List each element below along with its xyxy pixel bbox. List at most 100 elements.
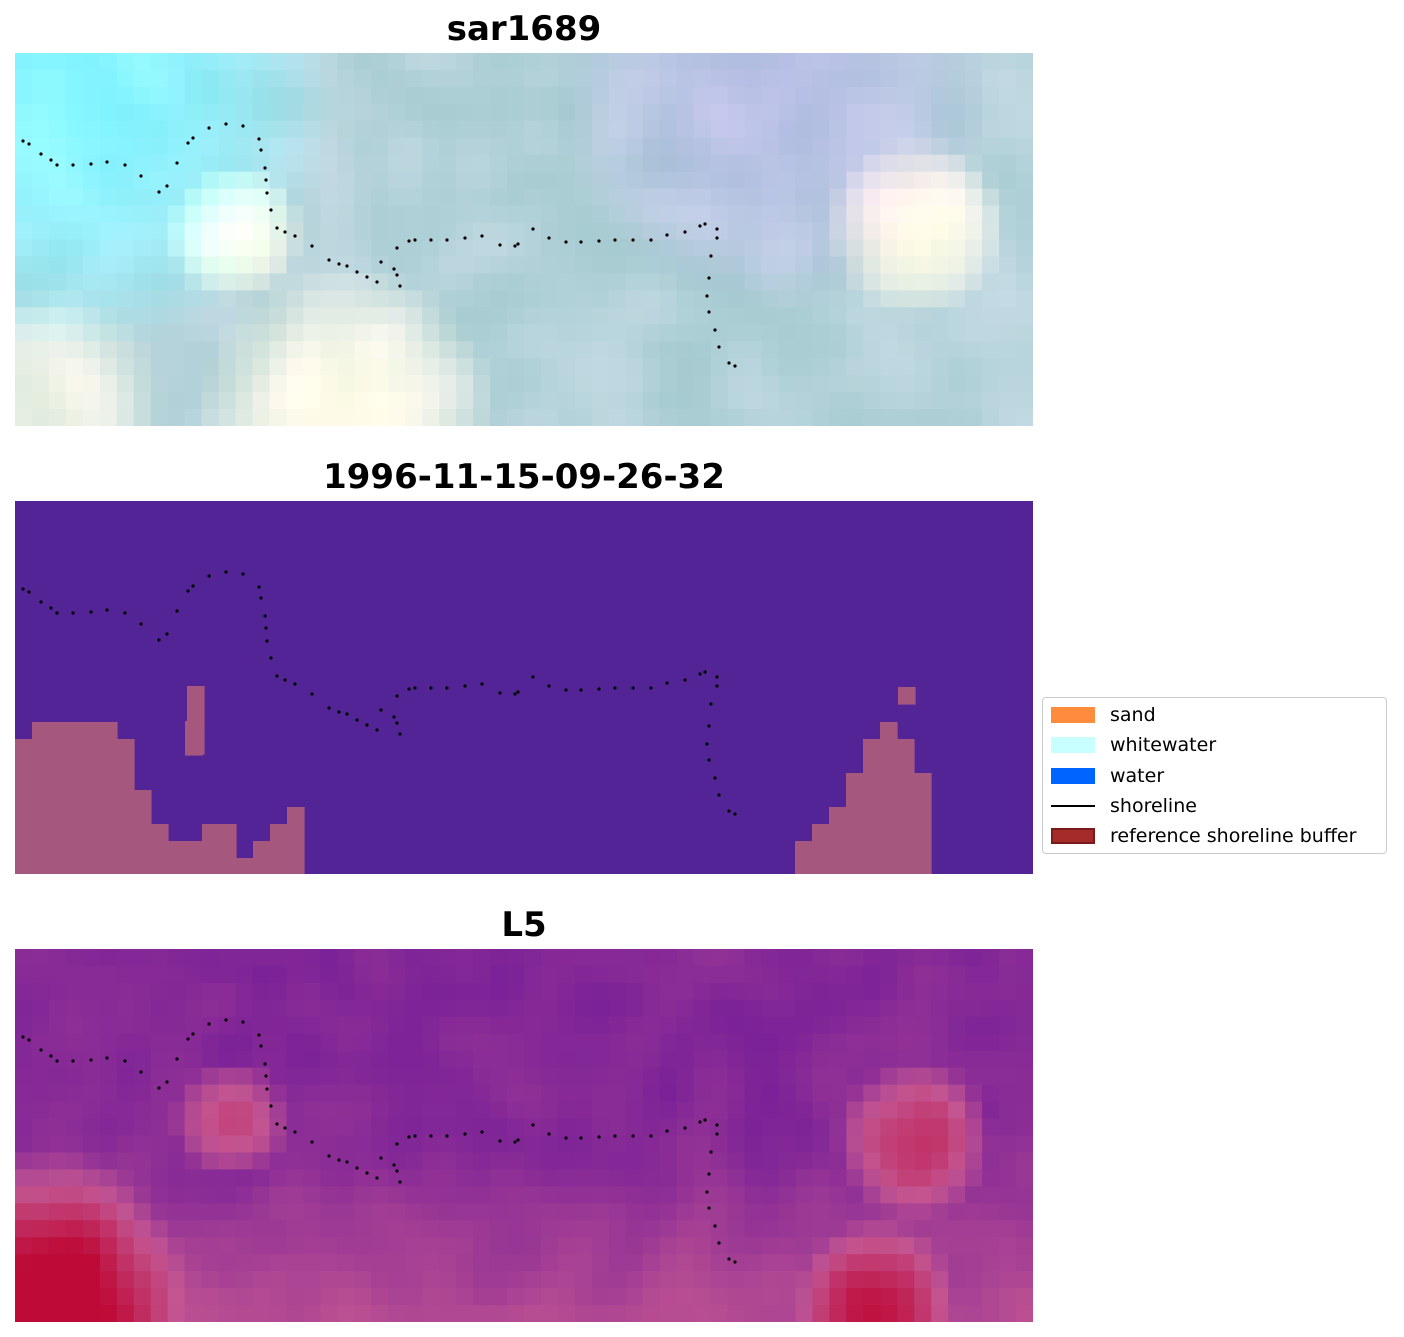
index-pixel <box>778 1220 797 1238</box>
rgb-pixel <box>625 307 644 325</box>
index-pixel <box>931 1101 949 1120</box>
index-pixel <box>812 999 830 1018</box>
rgb-pixel <box>303 290 321 308</box>
shoreline-point <box>21 587 25 591</box>
index-pixel <box>490 1118 508 1137</box>
rgb-pixel <box>574 409 593 426</box>
rgb-pixel <box>999 86 1017 105</box>
rgb-pixel <box>540 205 559 224</box>
rgb-pixel <box>133 392 152 410</box>
rgb-pixel <box>167 290 186 308</box>
rgb-pixel <box>965 273 983 291</box>
index-pixel <box>48 1016 67 1035</box>
index-pixel <box>167 1118 186 1137</box>
sand-region <box>287 807 305 874</box>
index-pixel <box>388 1186 406 1204</box>
index-pixel <box>269 1033 288 1052</box>
index-pixel <box>524 1152 542 1171</box>
shoreline-point <box>27 590 31 594</box>
index-pixel <box>914 982 932 1001</box>
shoreline-point <box>264 626 268 630</box>
index-pixel <box>388 1084 406 1103</box>
rgb-pixel <box>897 375 915 393</box>
index-pixel <box>456 1135 474 1154</box>
shoreline-point <box>259 148 263 152</box>
index-pixel <box>235 1135 254 1154</box>
index-pixel <box>914 1220 932 1238</box>
rgb-pixel <box>167 307 186 325</box>
rgb-pixel <box>167 256 186 275</box>
shoreline-point <box>257 1033 261 1037</box>
index-pixel <box>456 1288 474 1306</box>
rgb-pixel <box>269 154 288 173</box>
index-pixel <box>303 1254 321 1272</box>
index-pixel <box>812 1101 830 1120</box>
rgb-pixel <box>524 290 542 308</box>
rgb-pixel <box>659 239 678 258</box>
rgb-pixel <box>642 392 661 410</box>
index-pixel <box>150 1186 169 1204</box>
rgb-pixel <box>642 375 661 393</box>
index-pixel <box>880 1152 898 1171</box>
rgb-pixel <box>167 120 186 139</box>
rgb-pixel <box>693 256 712 275</box>
index-pixel <box>439 1016 457 1035</box>
index-pixel <box>303 1016 321 1035</box>
rgb-pixel <box>948 205 966 224</box>
rgb-pixel <box>48 324 67 342</box>
index-pixel <box>507 1135 525 1154</box>
rgb-pixel <box>524 375 542 393</box>
index-pixel <box>965 1186 983 1204</box>
rgb-pixel <box>82 256 101 275</box>
index-pixel <box>931 1118 949 1137</box>
rgb-pixel <box>82 53 101 71</box>
index-pixel <box>201 1033 220 1052</box>
rgb-pixel <box>761 53 780 71</box>
rgb-pixel <box>931 239 949 258</box>
index-pixel <box>286 1101 305 1120</box>
rgb-pixel <box>812 375 830 393</box>
index-pixel <box>439 1152 457 1171</box>
index-pixel <box>405 1220 423 1238</box>
rgb-pixel <box>490 171 508 190</box>
rgb-pixel <box>337 103 355 122</box>
rgb-pixel <box>727 307 746 325</box>
rgb-pixel <box>710 239 729 258</box>
rgb-pixel <box>982 392 1000 410</box>
rgb-pixel <box>48 171 67 190</box>
rgb-pixel <box>473 307 491 325</box>
shoreline-point <box>337 262 341 266</box>
index-pixel <box>659 949 678 967</box>
rgb-pixel <box>456 86 474 105</box>
rgb-pixel <box>65 103 84 122</box>
index-pixel <box>659 1084 678 1103</box>
rgb-pixel <box>540 53 559 71</box>
index-pixel <box>388 1118 406 1137</box>
index-pixel <box>490 949 508 967</box>
rgb-pixel <box>710 86 729 105</box>
index-pixel <box>116 1016 135 1035</box>
rgb-pixel <box>337 53 355 71</box>
index-pixel <box>710 1220 729 1238</box>
index-pixel <box>286 1050 305 1069</box>
rgb-pixel <box>320 53 338 71</box>
index-pixel <box>167 1067 186 1086</box>
rgb-pixel <box>82 205 101 224</box>
rgb-pixel <box>574 103 593 122</box>
index-pixel <box>201 1271 220 1289</box>
shoreline-point <box>365 275 369 279</box>
rgb-pixel <box>507 239 525 258</box>
index-pixel <box>150 1220 169 1238</box>
index-pixel <box>490 982 508 1001</box>
index-pixel <box>354 999 372 1018</box>
index-pixel <box>999 999 1017 1018</box>
index-pixel <box>999 1135 1017 1154</box>
index-pixel <box>439 982 457 1001</box>
rgb-pixel <box>303 375 321 393</box>
index-pixel <box>710 1033 729 1052</box>
rgb-pixel <box>31 120 50 139</box>
rgb-pixel <box>710 188 729 207</box>
shoreline-point <box>55 611 59 615</box>
index-pixel <box>48 1169 67 1187</box>
rgb-pixel <box>965 290 983 308</box>
